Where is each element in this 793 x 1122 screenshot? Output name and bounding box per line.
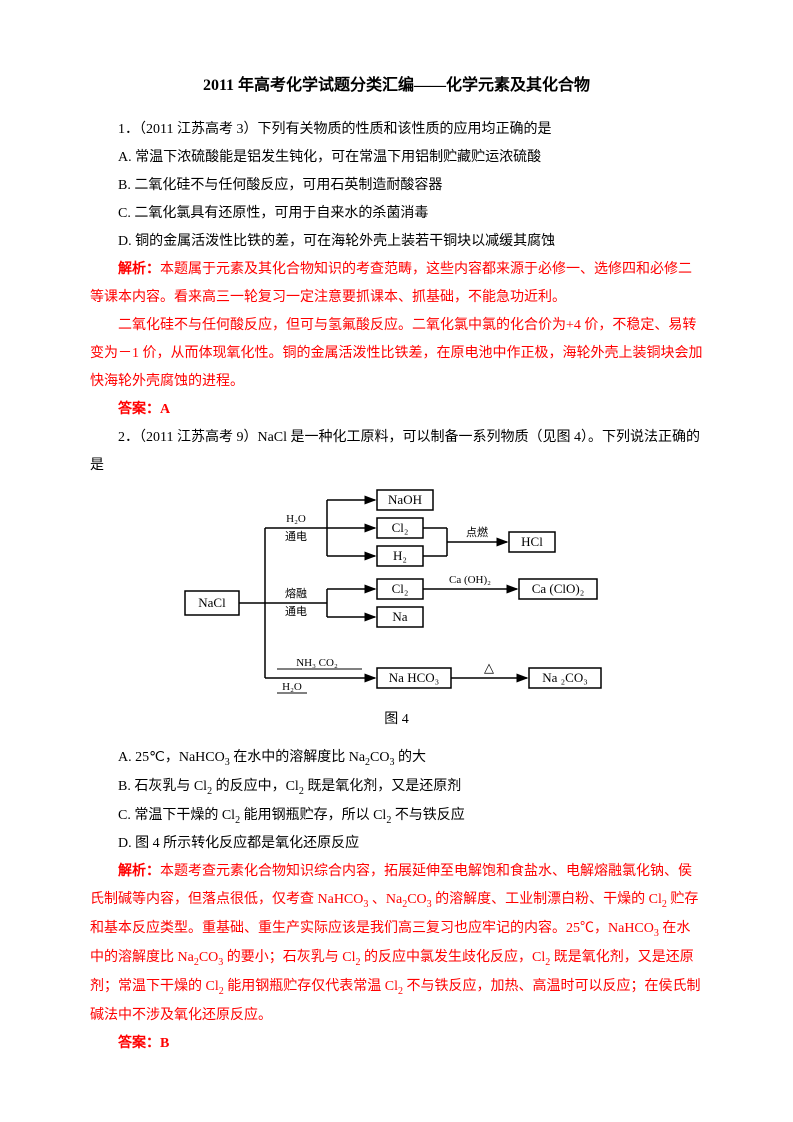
analysis-label: 解析：	[118, 262, 160, 277]
q2-opt-c: C. 常温下干燥的 Cl2 能用钢瓶贮存，所以 Cl2 不与铁反应	[90, 802, 703, 831]
q2-opt-a: A. 25℃，NaHCO3 在水中的溶解度比 Na2CO3 的大	[90, 744, 703, 773]
q1-opt-b: B. 二氧化硅不与任何酸反应，可用石英制造耐酸容器	[90, 172, 703, 200]
q2-stem: 2．（2011 江苏高考 9）NaCl 是一种化工原料，可以制备一系列物质（见图…	[90, 424, 703, 480]
q1-analysis: 解析：本题属于元素及其化合物知识的考查范畴，这些内容都来源于必修一、选修四和必修…	[90, 256, 703, 312]
q2-answer: 答案：B	[90, 1030, 703, 1058]
node-cl2-b: Cl₂	[391, 581, 408, 596]
edge-h2o-2: H₂O	[282, 681, 302, 693]
q2-answer-value: B	[160, 1036, 169, 1051]
q1-opt-d: D. 铜的金属活泼性比铁的差，可在海轮外壳上装若干铜块以减缓其腐蚀	[90, 228, 703, 256]
q2-opt-b: B. 石灰乳与 Cl2 的反应中，Cl2 既是氧化剂，又是还原剂	[90, 773, 703, 802]
figure-caption: 图 4	[90, 706, 703, 734]
node-na2co3: Na ₂CO₃	[542, 670, 588, 685]
node-naoh: NaOH	[388, 492, 422, 507]
edge-caoh2: Ca (OH)₂	[448, 574, 490, 586]
edge-dianran: 点燃	[466, 525, 488, 539]
q2-opt-d: D. 图 4 所示转化反应都是氧化还原反应	[90, 830, 703, 858]
flow-diagram-svg: NaCl H₂O 通电 NaOH Cl₂ H₂	[177, 486, 617, 704]
q1-answer-value: A	[160, 402, 170, 417]
edge-heat: △	[484, 660, 494, 675]
q1-answer: 答案：A	[90, 396, 703, 424]
edge-dian2: 通电	[285, 605, 307, 618]
answer-label: 答案：	[118, 402, 160, 417]
edge-h2o: H₂O	[286, 513, 306, 525]
edge-nh3co2: NH₃ CO₂	[296, 657, 338, 669]
edge-dian1: 通电	[285, 530, 307, 543]
document-page: 2011 年高考化学试题分类汇编——化学元素及其化合物 1．（2011 江苏高考…	[0, 0, 793, 1108]
node-na: Na	[392, 609, 407, 624]
q2-analysis: 解析：本题考查元素化合物知识综合内容，拓展延伸至电解饱和食盐水、电解熔融氯化钠、…	[90, 858, 703, 1029]
node-h2: H₂	[393, 548, 407, 563]
node-cl2-a: Cl₂	[391, 520, 408, 535]
answer-label-2: 答案：	[118, 1036, 160, 1051]
page-title: 2011 年高考化学试题分类汇编——化学元素及其化合物	[90, 70, 703, 102]
q1-stem: 1．（2011 江苏高考 3）下列有关物质的性质和该性质的应用均正确的是	[90, 116, 703, 144]
edge-rong: 熔融	[285, 586, 307, 600]
figure-4: NaCl H₂O 通电 NaOH Cl₂ H₂	[90, 486, 703, 704]
q1-opt-a: A. 常温下浓硫酸能是铝发生钝化，可在常温下用铝制贮藏贮运浓硫酸	[90, 144, 703, 172]
analysis-label-2: 解析：	[118, 864, 160, 879]
q1-ana-text2: 二氧化硅不与任何酸反应，但可与氢氟酸反应。二氧化氯中氯的化合价为+4 价，不稳定…	[90, 312, 703, 396]
q1-opt-c: C. 二氧化氯具有还原性，可用于自来水的杀菌消毒	[90, 200, 703, 228]
node-nahco3: Na HCO₃	[388, 670, 438, 685]
node-caclo2: Ca (ClO)₂	[531, 581, 584, 596]
node-nacl: NaCl	[198, 595, 226, 610]
node-hcl: HCl	[521, 534, 543, 549]
q1-ana-text1: 本题属于元素及其化合物知识的考查范畴，这些内容都来源于必修一、选修四和必修二等课…	[90, 262, 692, 305]
